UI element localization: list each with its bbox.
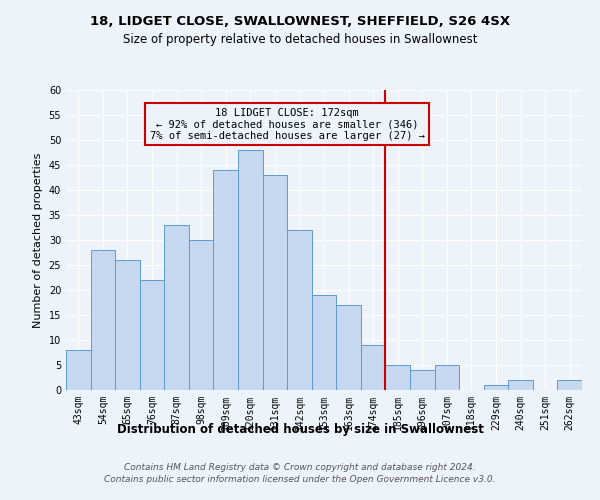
- Text: Size of property relative to detached houses in Swallownest: Size of property relative to detached ho…: [123, 32, 477, 46]
- Bar: [410, 370, 434, 390]
- Bar: [557, 380, 582, 390]
- Bar: [287, 230, 312, 390]
- Bar: [189, 240, 214, 390]
- Bar: [508, 380, 533, 390]
- Bar: [385, 365, 410, 390]
- Bar: [115, 260, 140, 390]
- Bar: [336, 305, 361, 390]
- Y-axis label: Number of detached properties: Number of detached properties: [33, 152, 43, 328]
- Text: Distribution of detached houses by size in Swallownest: Distribution of detached houses by size …: [116, 422, 484, 436]
- Bar: [263, 175, 287, 390]
- Bar: [434, 365, 459, 390]
- Bar: [238, 150, 263, 390]
- Text: Contains public sector information licensed under the Open Government Licence v3: Contains public sector information licen…: [104, 475, 496, 484]
- Text: Contains HM Land Registry data © Crown copyright and database right 2024.: Contains HM Land Registry data © Crown c…: [124, 462, 476, 471]
- Bar: [361, 345, 385, 390]
- Text: 18 LIDGET CLOSE: 172sqm
← 92% of detached houses are smaller (346)
7% of semi-de: 18 LIDGET CLOSE: 172sqm ← 92% of detache…: [149, 108, 425, 140]
- Bar: [164, 225, 189, 390]
- Bar: [66, 350, 91, 390]
- Bar: [214, 170, 238, 390]
- Bar: [91, 250, 115, 390]
- Bar: [312, 295, 336, 390]
- Bar: [484, 385, 508, 390]
- Text: 18, LIDGET CLOSE, SWALLOWNEST, SHEFFIELD, S26 4SX: 18, LIDGET CLOSE, SWALLOWNEST, SHEFFIELD…: [90, 15, 510, 28]
- Bar: [140, 280, 164, 390]
